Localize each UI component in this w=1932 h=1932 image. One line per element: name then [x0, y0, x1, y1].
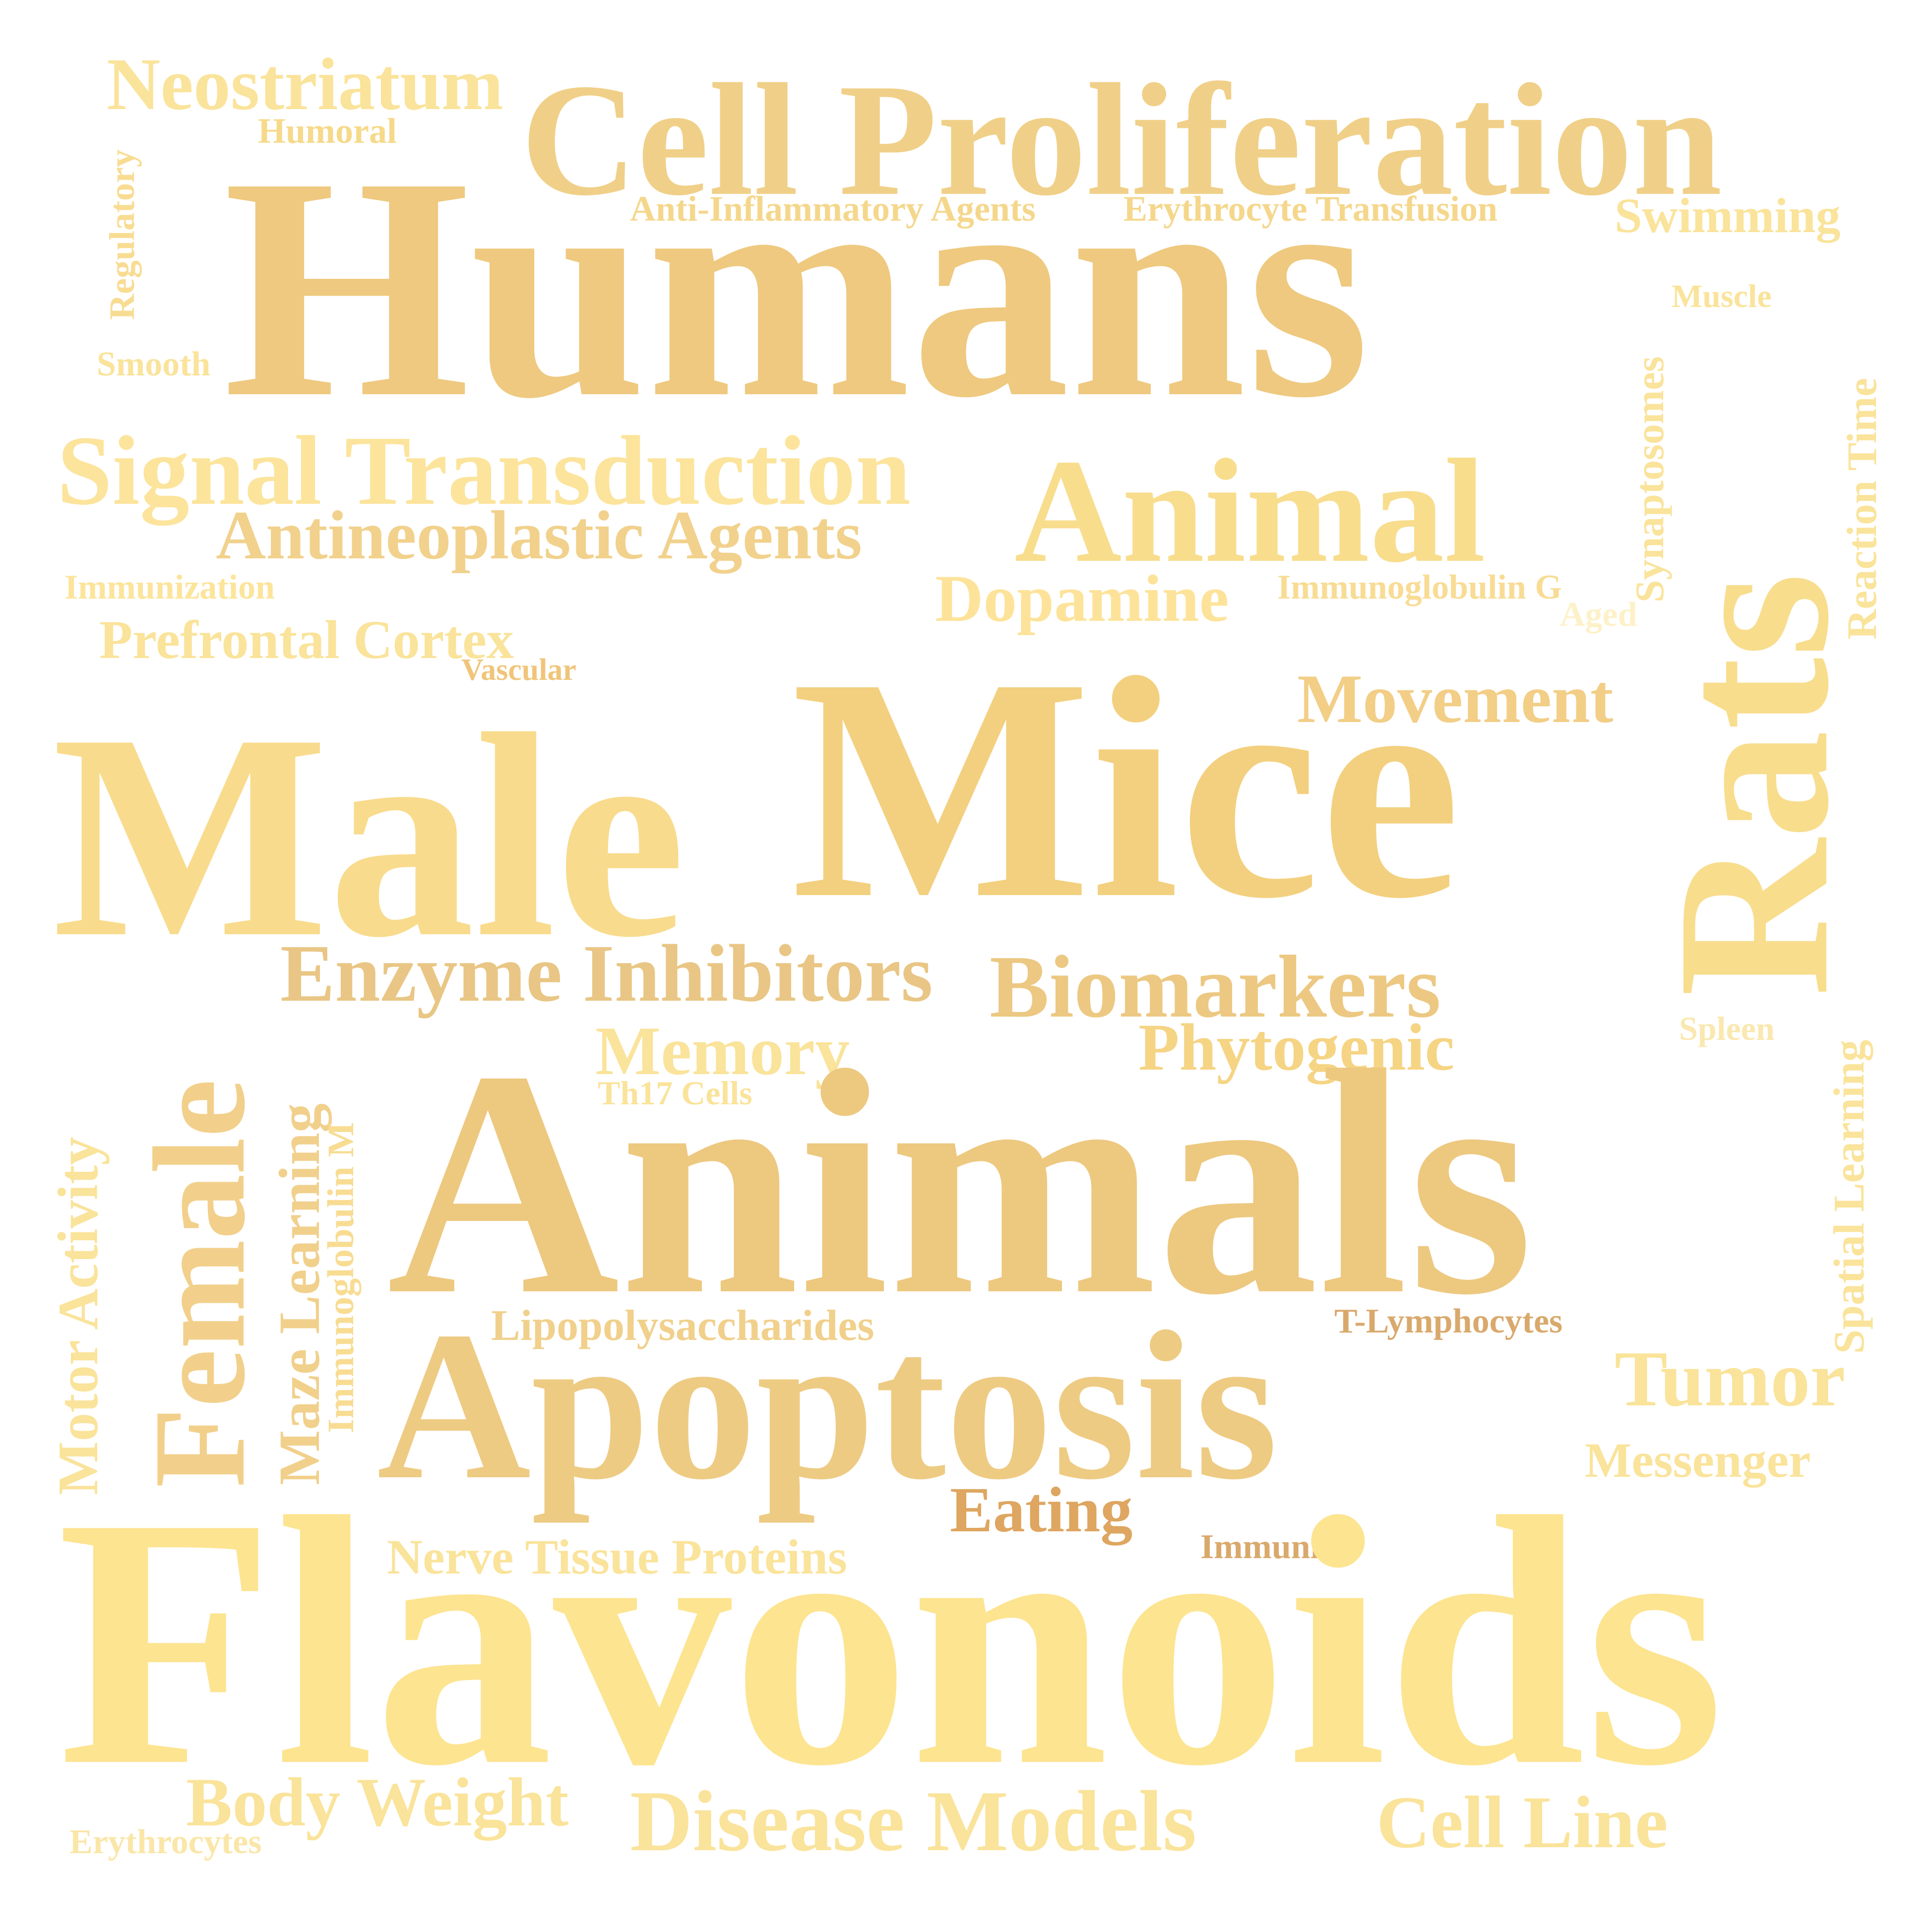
- word-eating: Eating: [950, 1474, 1133, 1546]
- word-t-lymphocytes: T-Lymphocytes: [1334, 1302, 1563, 1340]
- word-female: Female: [127, 1079, 272, 1488]
- word-vascular: Vascular: [461, 653, 576, 687]
- word-memory: Memory: [595, 1013, 850, 1089]
- word-immunity: Immunity: [1200, 1528, 1349, 1566]
- word-tumor: Tumor: [1615, 1334, 1846, 1423]
- word-humoral: Humoral: [258, 111, 397, 151]
- word-erythrocytes: Erythrocytes: [69, 1823, 262, 1861]
- word-dopamine: Dopamine: [935, 562, 1229, 636]
- word-mice: Mice: [791, 613, 1461, 964]
- word-immunization: Immunization: [64, 568, 275, 606]
- word-rats: Rats: [1632, 572, 1874, 997]
- word-male: Male: [52, 673, 686, 998]
- word-spatial-learning: Spatial Learning: [1825, 1039, 1873, 1354]
- word-cell-line: Cell Line: [1376, 1781, 1668, 1864]
- word-messenger: Messenger: [1585, 1433, 1811, 1488]
- word-motor-activity: Motor Activity: [47, 1137, 110, 1495]
- word-immunoglobulin-g: Immunoglobulin G: [1277, 568, 1562, 606]
- word-flavonoids: Flavonoids: [57, 1444, 1724, 1839]
- word-prefrontal-cortex: Prefrontal Cortex: [99, 609, 514, 670]
- word-immunoglobulin-m: Immunoglobulin M: [320, 1122, 362, 1433]
- word-smooth: Smooth: [97, 345, 211, 383]
- word-signal-transduction: Signal Transduction: [57, 416, 911, 526]
- word-antineoplastic-agents: Antineoplastic Agents: [216, 497, 862, 574]
- word-phytogenic: Phytogenic: [1138, 1011, 1455, 1085]
- word-th17-cells: Th17 Cells: [598, 1074, 752, 1112]
- word-synaptosomes: Synaptosomes: [1627, 356, 1672, 603]
- word-movement: Movement: [1297, 661, 1614, 737]
- word-nerve-tissue-proteins: Nerve Tissue Proteins: [387, 1529, 847, 1584]
- word-body-weight: Body Weight: [186, 1764, 569, 1841]
- word-spleen: Spleen: [1679, 1010, 1775, 1047]
- word-animals: Animals: [387, 1004, 1534, 1361]
- word-biomarkers: Biomarkers: [990, 937, 1441, 1036]
- word-apoptosis: Apoptosis: [377, 1288, 1278, 1524]
- word-muscle: Muscle: [1672, 278, 1772, 314]
- word-aged: Aged: [1560, 596, 1637, 634]
- word-cell-proliferation: Cell Proliferation: [521, 51, 1722, 229]
- word-animal: Animal: [1014, 428, 1486, 593]
- word-disease-models: Disease Models: [630, 1773, 1197, 1869]
- word-regulatory: Regulatory: [102, 149, 142, 320]
- word-anti-inflammatory-agents: Anti-Inflammatory Agents: [630, 189, 1036, 229]
- word-lipopolysaccharides: Lipopolysaccharides: [491, 1302, 874, 1350]
- word-erythrocyte-transfusion: Erythrocyte Transfusion: [1123, 189, 1498, 229]
- word-swimming: Swimming: [1615, 188, 1841, 243]
- word-humans: Humans: [223, 112, 1370, 463]
- word-neostriatum: Neostriatum: [107, 43, 503, 125]
- word-enzyme-inhibitors: Enzyme Inhibitors: [280, 928, 933, 1019]
